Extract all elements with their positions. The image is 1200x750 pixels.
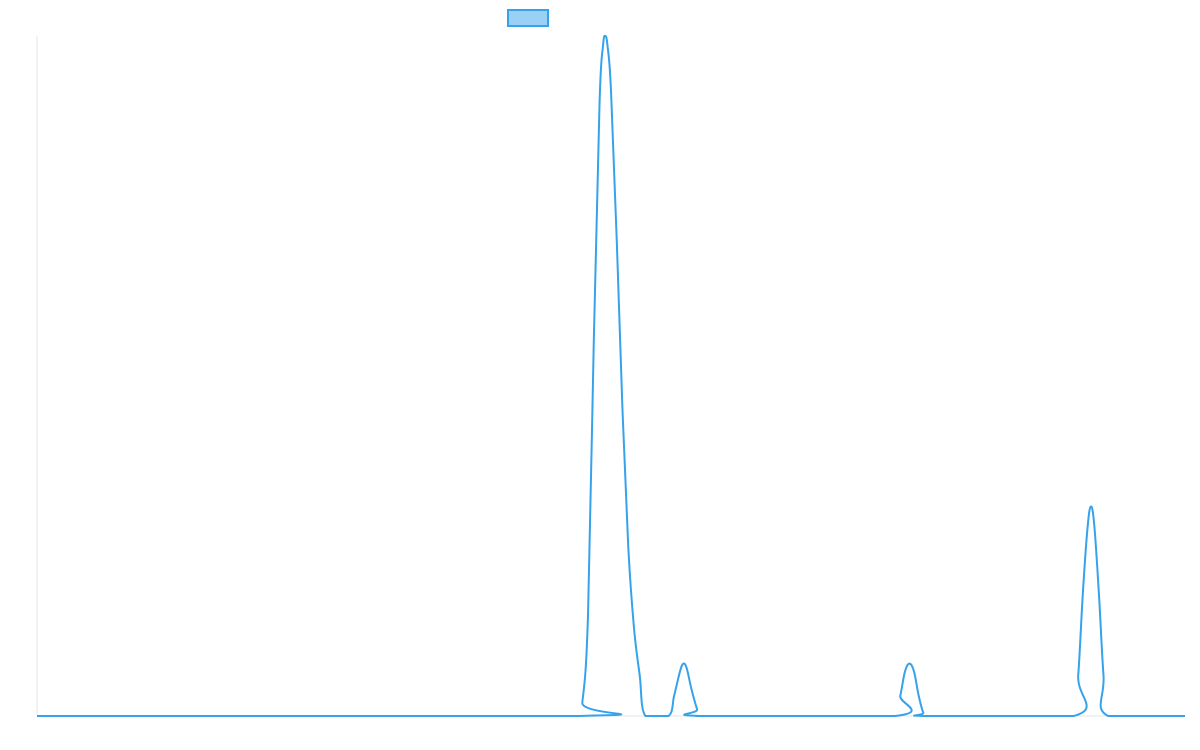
legend[interactable] bbox=[507, 9, 549, 27]
legend-swatch-0[interactable] bbox=[507, 9, 549, 27]
series-group bbox=[37, 34, 1185, 718]
series-line-0[interactable] bbox=[37, 34, 1185, 718]
